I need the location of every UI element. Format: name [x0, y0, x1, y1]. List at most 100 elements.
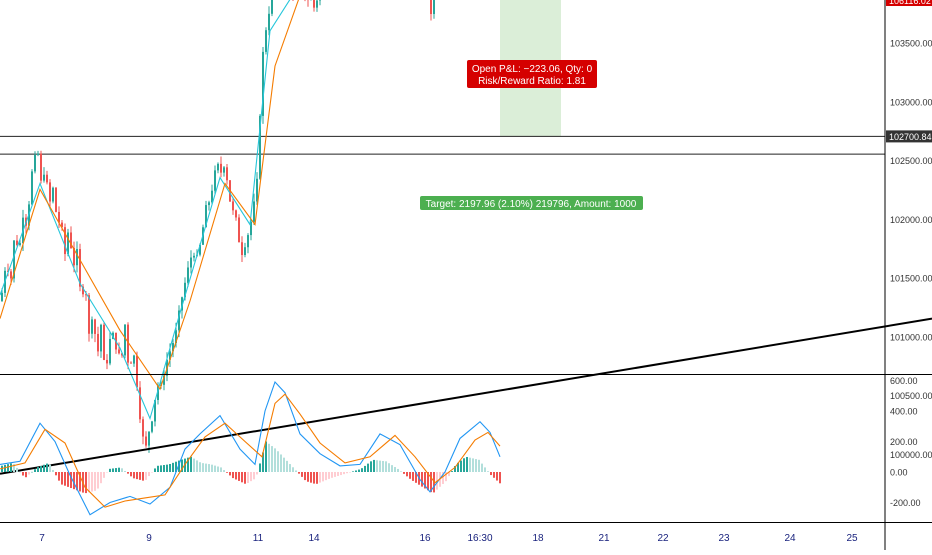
- histogram-bar: [205, 464, 207, 472]
- histogram-bar: [34, 469, 36, 472]
- time-axis-label: 9: [146, 533, 152, 544]
- histogram-bar: [151, 472, 153, 473]
- histogram-bar: [169, 464, 171, 472]
- candle-body: [142, 419, 144, 436]
- histogram-bar: [280, 454, 282, 472]
- candle-body: [238, 217, 240, 242]
- osc-axis-label: 0.00: [890, 468, 908, 478]
- histogram-bar: [28, 472, 30, 475]
- candle-body: [94, 319, 96, 334]
- candle-body: [34, 155, 36, 172]
- histogram-bar: [100, 472, 102, 483]
- osc-axis-label: 600.00: [890, 376, 918, 386]
- histogram-bar: [328, 472, 330, 479]
- histogram-bar: [409, 472, 411, 479]
- histogram-bar: [133, 472, 135, 478]
- osc-axis-label: 400.00: [890, 407, 918, 417]
- histogram-bar: [214, 466, 216, 472]
- histogram-bar: [232, 472, 234, 478]
- candle-body: [187, 268, 189, 283]
- histogram-bar: [412, 472, 414, 481]
- price-axis-label: 102000.00: [890, 215, 932, 225]
- candle-body: [145, 437, 147, 446]
- candle-body: [124, 325, 126, 356]
- histogram-bar: [334, 472, 336, 477]
- histogram-bar: [16, 468, 18, 472]
- histogram-bar: [235, 472, 237, 480]
- histogram-bar: [337, 472, 339, 476]
- histogram-bar: [271, 446, 273, 472]
- candle-body: [103, 325, 105, 360]
- histogram-bar: [367, 464, 369, 472]
- stop-price-tag: 106116.02: [889, 0, 931, 6]
- histogram-bar: [250, 472, 252, 481]
- candle-body: [208, 202, 210, 205]
- candle-body: [19, 243, 21, 245]
- candle-body: [256, 179, 258, 202]
- time-axis-label: 16: [419, 533, 431, 544]
- histogram-bar: [211, 465, 213, 472]
- histogram-bar: [208, 464, 210, 472]
- candle-body: [244, 247, 246, 255]
- candle-body: [151, 421, 153, 431]
- time-axis-label: 24: [784, 533, 796, 544]
- histogram-bar: [103, 472, 105, 478]
- candle-body: [136, 356, 138, 388]
- histogram-bar: [421, 472, 423, 487]
- histogram-bar: [190, 457, 192, 472]
- histogram-bar: [349, 472, 351, 473]
- histogram-bar: [319, 472, 321, 483]
- histogram-bar: [274, 448, 276, 472]
- histogram-bar: [322, 472, 324, 481]
- histogram-bar: [493, 472, 495, 478]
- price-axis-label: 101500.00: [890, 274, 932, 284]
- histogram-bar: [46, 464, 48, 472]
- candle-body: [271, 0, 273, 14]
- histogram-bar: [112, 468, 114, 472]
- histogram-bar: [316, 472, 318, 484]
- candle-body: [43, 175, 45, 181]
- histogram-bar: [370, 461, 372, 472]
- candle-body: [217, 164, 219, 171]
- time-axis-label: 23: [718, 533, 730, 544]
- histogram-bar: [172, 463, 174, 472]
- histogram-bar: [223, 470, 225, 472]
- histogram-bar: [148, 472, 150, 476]
- candle-body: [109, 339, 111, 363]
- histogram-bar: [145, 472, 147, 480]
- histogram-bar: [157, 466, 159, 472]
- histogram-bar: [475, 459, 477, 472]
- histogram-bar: [4, 465, 6, 472]
- price-axis-label: 100000.00: [890, 450, 932, 460]
- histogram-bar: [391, 465, 393, 472]
- histogram-bar: [247, 472, 249, 483]
- histogram-bar: [400, 471, 402, 472]
- histogram-bar: [331, 472, 333, 478]
- candle-body: [88, 295, 90, 334]
- histogram-bar: [481, 464, 483, 472]
- histogram-bar: [37, 467, 39, 472]
- histogram-bar: [91, 472, 93, 492]
- time-axis-label: 22: [657, 533, 669, 544]
- time-axis-label: 18: [532, 533, 544, 544]
- histogram-bar: [124, 471, 126, 472]
- histogram-bar: [49, 465, 51, 472]
- histogram-bar: [238, 472, 240, 481]
- histogram-bar: [256, 472, 258, 474]
- histogram-bar: [499, 472, 501, 483]
- target-label: Target: 2197.96 (2.10%) 219796, Amount: …: [426, 199, 637, 210]
- histogram-bar: [217, 467, 219, 472]
- histogram-bar: [388, 463, 390, 472]
- histogram-bar: [127, 472, 129, 474]
- histogram-bar: [220, 467, 222, 472]
- histogram-bar: [463, 458, 465, 472]
- histogram-bar: [469, 458, 471, 472]
- histogram-bar: [490, 472, 492, 475]
- histogram-bar: [379, 461, 381, 472]
- candle-body: [226, 167, 228, 180]
- candle-body: [55, 188, 57, 212]
- histogram-bar: [268, 444, 270, 472]
- candle-body: [97, 334, 99, 351]
